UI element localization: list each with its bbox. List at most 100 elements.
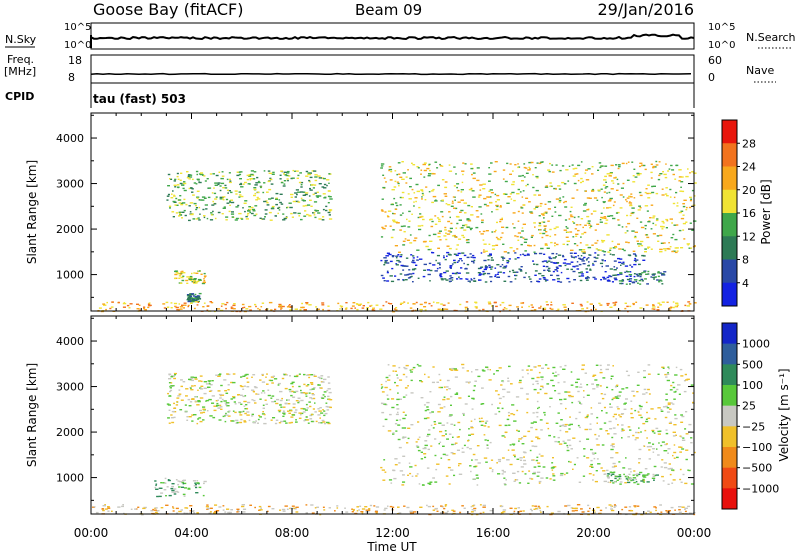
data-cell [189,512,192,514]
data-cell [611,443,615,445]
data-cell [303,392,306,394]
data-cell [248,305,252,308]
data-cell [314,176,318,178]
data-cell [284,505,288,507]
data-cell [537,437,541,440]
data-cell [636,483,640,485]
data-cell [327,305,330,307]
data-cell [416,473,419,475]
data-cell [419,380,422,382]
data-cell [254,205,258,207]
data-cell [302,194,306,196]
data-cell [290,212,293,215]
data-cell [183,209,186,212]
data-cell [399,379,403,381]
data-cell [259,398,262,400]
data-cell [613,471,616,473]
data-cell [484,265,487,267]
data-cell [439,239,442,241]
data-cell [283,173,285,175]
data-cell [549,185,552,188]
data-cell [652,443,655,445]
data-cell [638,404,641,407]
data-cell [595,470,598,472]
data-cell [511,449,515,451]
data-cell [314,179,318,182]
data-cell [554,206,557,208]
data-cell [256,196,259,199]
data-cell [560,472,564,475]
data-cell [551,252,555,255]
data-cell [268,301,273,304]
data-cell [459,258,462,260]
data-cell [470,427,474,429]
data-cell [183,487,187,489]
data-cell [402,269,405,271]
data-cell [228,190,231,192]
data-cell [203,280,206,282]
data-cell [599,262,604,265]
data-cell [248,175,252,177]
data-cell [509,463,513,466]
data-cell [489,276,493,278]
data-cell [543,253,546,255]
data-cell [459,303,462,306]
data-cell [275,192,279,195]
data-cell [616,475,621,478]
data-cell [323,391,327,393]
data-cell [193,182,197,184]
data-cell [281,508,286,511]
data-cell [656,448,658,450]
data-cell [576,504,581,506]
data-cell [322,506,325,508]
data-cell [479,273,483,275]
data-cell [440,457,443,459]
data-cell [179,214,182,216]
data-cell [543,269,546,272]
data-cell [482,308,485,311]
data-cell [300,184,303,186]
data-cell [126,304,130,307]
data-cell [565,431,569,433]
data-cell [640,244,644,247]
data-cell [662,480,665,482]
data-cell [572,468,574,470]
data-cell [419,506,423,508]
data-cell [197,301,200,303]
data-cell [509,281,513,283]
data-cell [117,301,120,304]
data-cell [247,212,250,215]
data-cell [542,232,546,235]
data-cell [461,170,465,172]
data-cell [221,303,225,305]
data-cell [651,477,656,479]
data-cell [206,178,209,180]
data-cell [183,495,186,497]
data-cell [545,265,549,268]
data-cell [358,509,360,511]
data-cell [289,375,291,377]
data-cell [388,166,392,168]
data-cell [283,180,287,182]
data-cell [445,270,449,272]
data-cell [638,462,641,464]
data-cell [414,237,418,239]
data-cell [536,382,539,385]
data-cell [600,368,603,371]
data-cell [596,386,599,388]
data-cell [434,270,438,272]
data-cell [512,223,514,225]
data-cell [512,512,515,514]
data-cell [176,184,180,186]
data-cell [400,225,404,228]
data-cell [226,189,229,191]
data-cell [189,401,193,403]
data-cell [625,199,627,201]
data-cell [633,168,636,170]
data-cell [322,193,326,195]
power-scatter [97,160,697,313]
data-cell [194,204,197,207]
station-title: Goose Bay (fitACF) [93,0,243,19]
data-cell [586,307,589,309]
data-cell [407,437,410,440]
